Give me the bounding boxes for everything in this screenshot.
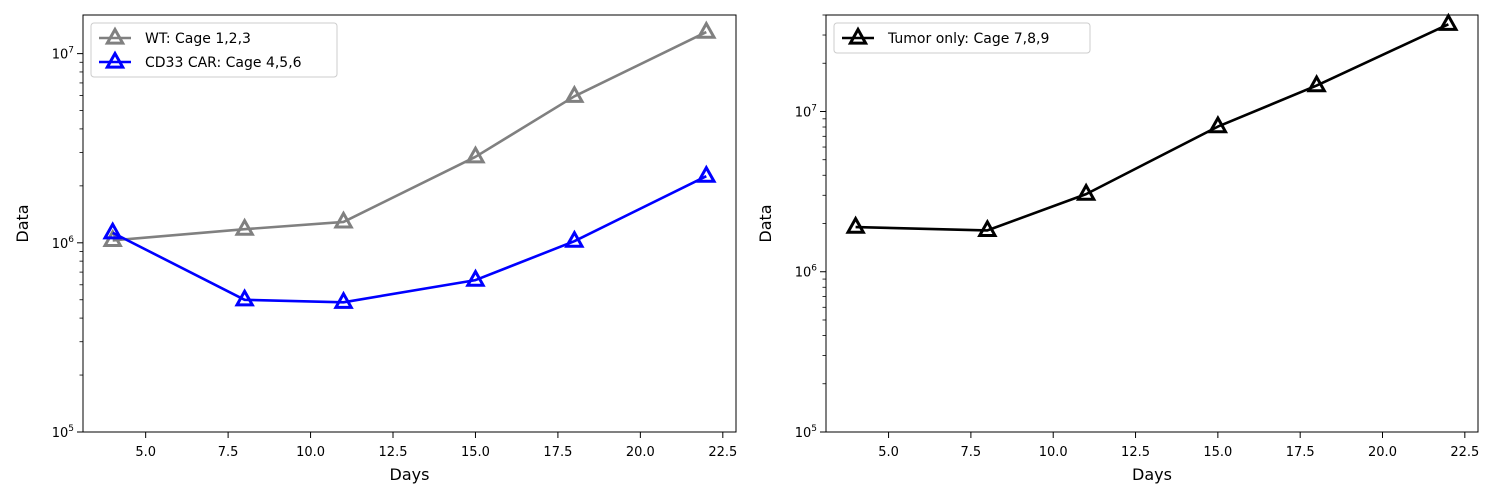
legend-marker	[104, 50, 126, 69]
legend-entry: WT: Cage 1,2,3	[145, 31, 251, 47]
x-tick-label: 22.5	[708, 445, 737, 460]
x-tick-label: 17.5	[1286, 445, 1315, 460]
x-tick-label: 20.0	[1368, 445, 1397, 460]
data-point	[564, 229, 585, 248]
y-tick-label: 107	[52, 46, 74, 63]
data-point	[234, 217, 255, 236]
series-line-1	[112, 30, 707, 242]
x-tick-label: 20.0	[626, 445, 655, 460]
data-point	[1207, 115, 1229, 134]
x-tick-label: 7.5	[961, 445, 982, 460]
axes-frame	[825, 14, 1479, 433]
y-tick-label: 106	[795, 264, 818, 281]
x-axis-label: Days	[390, 465, 430, 484]
legend-marker	[847, 26, 869, 45]
y-axis-label: Data	[13, 204, 32, 242]
data-point	[696, 20, 717, 39]
x-tick-label: 12.5	[1121, 445, 1150, 460]
data-point	[465, 145, 486, 164]
x-tick-label: 5.0	[135, 445, 156, 460]
chart-panel-2: 105 106 107 5.0 7.5 10.0 12.5 15.0 17.5 20.0 22.5 D…	[756, 12, 1479, 484]
x-tick-label: 17.5	[543, 445, 572, 460]
data-point	[1306, 74, 1327, 93]
legend-entry: Tumor only: Cage 7,8,9	[887, 31, 1049, 47]
data-point	[564, 84, 585, 103]
data-point	[333, 290, 354, 309]
x-tick-label: 15.0	[461, 445, 490, 460]
x-tick-label: 12.5	[379, 445, 408, 460]
y-tick-label: 107	[795, 103, 817, 120]
legend-box	[90, 22, 338, 78]
legend-marker	[104, 26, 126, 45]
data-point	[977, 218, 998, 237]
x-tick-label: 22.5	[1450, 445, 1479, 460]
x-tick-label: 10.0	[1039, 445, 1068, 460]
y-tick-label: 105	[52, 424, 74, 441]
x-axis-label: Days	[1132, 465, 1172, 484]
data-point	[1438, 12, 1459, 31]
series-line-1	[855, 23, 1449, 232]
data-point	[234, 288, 255, 307]
data-point	[696, 164, 717, 183]
chart-panel-1: 105 106 107 5.0 7.5 10.0 12.5 15.0 17.5 20.0 22.5 D…	[13, 14, 737, 484]
data-point	[845, 215, 866, 234]
data-point	[1075, 182, 1097, 201]
data-point	[465, 268, 486, 287]
x-tick-label: 5.0	[878, 445, 899, 460]
y-tick-label: 106	[52, 235, 75, 252]
legend-box	[833, 22, 1091, 54]
series-line-2	[112, 175, 707, 304]
data-point	[333, 210, 354, 229]
axes-frame	[82, 14, 737, 433]
y-axis-label: Data	[756, 204, 775, 242]
x-tick-label: 7.5	[218, 445, 239, 460]
data-point	[102, 221, 123, 240]
x-tick-label: 10.0	[296, 445, 325, 460]
y-tick-label: 105	[795, 424, 817, 441]
legend-entry: CD33 CAR: Cage 4,5,6	[145, 55, 302, 71]
x-tick-label: 15.0	[1203, 445, 1232, 460]
